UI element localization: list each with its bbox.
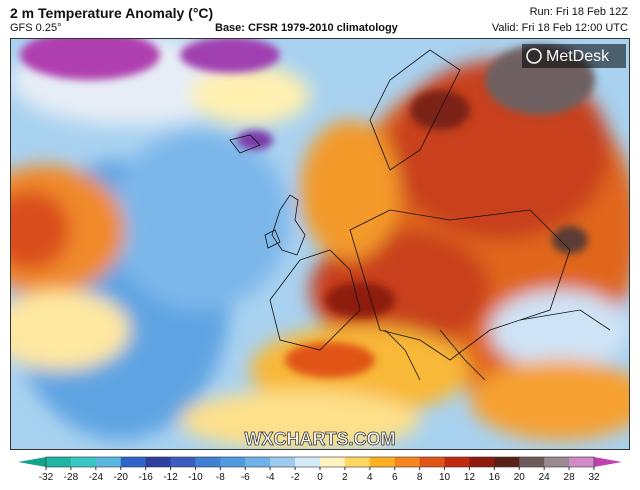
logo-icon: [526, 48, 542, 64]
colorbar-segment: [46, 457, 72, 467]
base-label: Base: CFSR 1979-2010 climatology: [215, 22, 398, 34]
colorbar-tick-label: -2: [291, 472, 300, 483]
colorbar-end: [594, 457, 622, 467]
map-title: 2 m Temperature Anomaly (°C): [10, 5, 214, 21]
colorbar-tick-label: -10: [188, 472, 203, 483]
colorbar-tick-label: -8: [216, 472, 225, 483]
colorbar-segment: [394, 457, 421, 467]
coastlines: [229, 49, 611, 381]
colorbar-segment: [519, 457, 545, 467]
colorbar-segment: [419, 457, 446, 467]
colorbar-tick-label: 28: [564, 472, 576, 483]
colorbar-segment: [145, 457, 172, 467]
colorbar-tick-label: -4: [266, 472, 275, 483]
map-frame: [10, 38, 630, 450]
colorbar-segment: [344, 457, 371, 467]
colorbar-tick-label: -32: [39, 472, 54, 483]
colorbar-segment: [245, 457, 271, 467]
colorbar-tick-label: 12: [464, 472, 476, 483]
colorbar-tick-label: 0: [317, 472, 323, 483]
colorbar-tick-label: -24: [89, 472, 104, 483]
colorbar-tick-label: -28: [64, 472, 79, 483]
anomaly-field: [10, 38, 630, 450]
colorbar-tick-label: 24: [539, 472, 551, 483]
watermark: WXCHARTS.COM: [245, 429, 396, 449]
colorbar-tick-label: 16: [489, 472, 501, 483]
colorbar-segment: [494, 457, 520, 467]
colorbar-segment: [95, 457, 122, 467]
colorbar-segment: [369, 457, 396, 467]
logo-box: [522, 44, 626, 68]
colorbar-segment: [444, 457, 470, 467]
colorbar-segment: [295, 457, 321, 467]
valid-label: Valid: Fri 18 Feb 12:00 UTC: [491, 22, 628, 34]
colorbar-segment: [195, 457, 221, 467]
colorbar-tick-label: 32: [588, 472, 600, 483]
colorbar-tick-label: 8: [417, 472, 423, 483]
colorbar-tick-label: -6: [241, 472, 250, 483]
colorbar-segment: [120, 457, 147, 467]
logo: MetDesk: [546, 48, 610, 65]
colorbar-tick-label: 2: [342, 472, 348, 483]
colorbar-tick-label: 4: [367, 472, 373, 483]
colorbar-tick-label: 10: [439, 472, 451, 483]
colorbar: -32 -28 -24 -20 -16 -12 -10 -8 -6 -4 -2 0 2 4 6 8 10 12 16…: [18, 456, 622, 483]
colorbar-segment: [569, 457, 595, 467]
model-label: GFS 0.25°: [10, 22, 62, 34]
colorbar-segment: [170, 457, 196, 467]
colorbar-tick-label: 20: [514, 472, 526, 483]
colorbar-tick-label: -12: [163, 472, 178, 483]
colorbar-segment: [544, 457, 570, 467]
run-label: Run: Fri 18 Feb 12Z: [529, 6, 628, 18]
colorbar-segment: [320, 457, 346, 467]
colorbar-segment: [70, 457, 97, 467]
colorbar-tick-label: 6: [392, 472, 398, 483]
colorbar-tick-label: -20: [114, 472, 129, 483]
colorbar-tick-label: -16: [138, 472, 153, 483]
colorbar-segment: [469, 457, 495, 467]
colorbar-segment: [270, 457, 296, 467]
colorbar-end: [18, 457, 46, 467]
colorbar-segment: [220, 457, 246, 467]
